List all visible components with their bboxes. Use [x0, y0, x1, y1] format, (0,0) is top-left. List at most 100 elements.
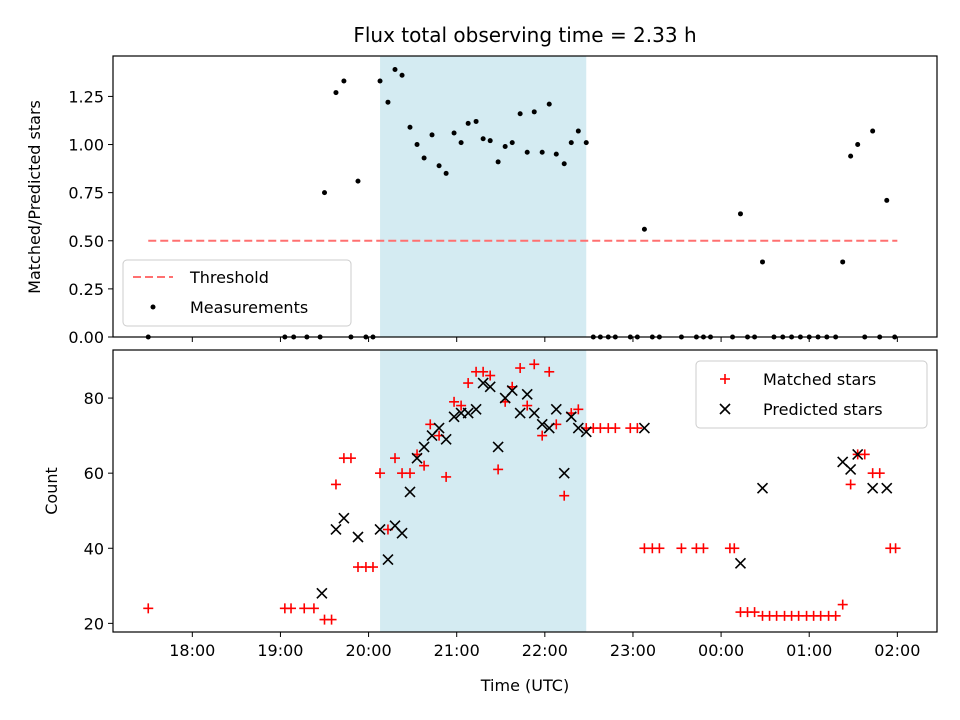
predicted-point-22	[506, 384, 518, 397]
top-y-tick-label-2: 0.50	[68, 232, 104, 251]
measurement-point-37	[561, 161, 567, 167]
top-panel-frame	[112, 55, 938, 338]
measurement-point-69	[855, 142, 861, 148]
ratio-panel: 0.00 0.25 0.50 0.75 1.00 1.25 Matched/Predict…	[25, 55, 938, 347]
measurement-point-6	[333, 90, 339, 96]
matched-point-38	[559, 490, 570, 501]
measurement-point-35	[546, 101, 552, 107]
x-tick-label-4: 22:00	[522, 641, 568, 660]
matched-point-36	[544, 366, 555, 377]
predicted-point-4	[374, 523, 386, 536]
bottom-shaded-interval	[380, 350, 587, 632]
predicted-point-17	[470, 403, 482, 415]
measurement-point-28	[495, 159, 501, 165]
bottom-legend: Matched stars Predicted stars	[695, 360, 928, 429]
bottom-y-axis-label: Count	[42, 467, 61, 515]
x-tick-label-5: 23:00	[610, 641, 656, 660]
predicted-point-1	[330, 523, 342, 536]
predicted-point-38	[852, 448, 864, 460]
matched-point-17	[404, 468, 415, 479]
matched-point-22	[441, 471, 452, 482]
x-tick-label-6: 00:00	[698, 641, 744, 660]
predicted-point-26	[536, 418, 548, 430]
predicted-point-34	[734, 557, 747, 569]
count-panel: 18:00 19:00 20:00 21:00 22:00 23:00 00:00 01:00…	[42, 349, 938, 695]
measurement-point-33	[524, 149, 530, 155]
matched-point-58	[749, 607, 760, 618]
predicted-legend-swatch	[719, 403, 731, 415]
bottom-y-tick-label-3: 80	[84, 389, 104, 408]
measurement-point-47	[641, 226, 647, 232]
chart-title: Flux total observing time = 2.33 h	[353, 23, 696, 47]
measurement-point-12	[377, 78, 383, 84]
matched-point-6	[326, 614, 337, 625]
predicted-point-9	[411, 452, 423, 464]
measurement-point-39	[575, 128, 581, 134]
measurement-point-20	[436, 163, 442, 169]
matched-point-4	[308, 603, 319, 614]
predicted-point-40	[881, 482, 893, 494]
predicted-point-20	[492, 441, 504, 453]
matched-point-13	[375, 468, 386, 479]
measurement-point-29	[502, 143, 508, 149]
predicted-point-23	[514, 407, 526, 419]
bottom-y-tick-label-0: 20	[84, 614, 104, 633]
predicted-point-16	[462, 407, 474, 419]
top-shaded-interval	[380, 56, 587, 337]
x-tick-label-2: 20:00	[346, 641, 392, 660]
predicted-point-35	[756, 482, 769, 494]
predicted-point-8	[404, 486, 416, 498]
predicted-point-29	[558, 467, 570, 479]
matched-point-55	[729, 543, 740, 554]
measurement-point-32	[531, 109, 537, 115]
x-axis-label: Time (UTC)	[480, 676, 569, 695]
matched-point-47	[632, 423, 643, 434]
measurements-legend-swatch	[150, 304, 156, 310]
measurement-point-34	[539, 149, 545, 155]
top-legend: Threshold Measurements	[122, 259, 352, 327]
measurement-point-67	[840, 259, 846, 265]
matched-point-28	[485, 370, 496, 381]
predicted-point-28	[550, 403, 562, 415]
measurement-point-40	[583, 140, 589, 146]
measurement-point-5	[322, 190, 328, 196]
predicted-point-5	[382, 553, 394, 566]
matched-point-50	[654, 543, 665, 554]
matched-point-27	[478, 366, 489, 377]
top-y-tick-label-5: 1.25	[68, 87, 104, 106]
matched-point-0	[143, 603, 154, 614]
matched-point-7	[330, 479, 341, 490]
bottom-y-tick-label-2: 60	[84, 464, 104, 483]
x-tick-label-3: 21:00	[434, 641, 480, 660]
predicted-point-25	[528, 407, 540, 419]
predicted-point-39	[867, 482, 879, 494]
matched-point-71	[845, 479, 856, 490]
matched-point-20	[425, 419, 436, 430]
matched-point-34	[529, 359, 540, 370]
measurement-point-71	[870, 128, 876, 134]
matched-point-75	[874, 468, 885, 479]
measurement-point-7	[341, 78, 347, 84]
matched-point-2	[286, 603, 297, 614]
measurement-point-25	[473, 118, 479, 124]
predicted-point-19	[484, 381, 496, 393]
x-tick-label-7: 01:00	[786, 641, 832, 660]
predicted-point-12	[433, 422, 445, 434]
measurement-point-16	[407, 124, 413, 130]
measurement-point-27	[487, 138, 493, 144]
threshold-legend-label: Threshold	[189, 268, 269, 287]
measurement-point-19	[429, 132, 435, 138]
predicted-point-33	[638, 422, 650, 434]
measurement-point-22	[451, 130, 457, 136]
matched-point-25	[463, 378, 474, 389]
matched-point-19	[419, 460, 430, 471]
measurement-point-26	[480, 136, 486, 142]
measurement-point-73	[884, 197, 890, 203]
matched-point-32	[515, 363, 526, 374]
measurement-point-23	[458, 140, 464, 146]
top-y-tick-label-1: 0.25	[68, 280, 104, 299]
matched-point-40	[573, 404, 584, 415]
top-y-tick-label-3: 0.75	[68, 184, 104, 203]
matched-point-35	[537, 430, 548, 441]
predicted-point-31	[572, 422, 584, 434]
